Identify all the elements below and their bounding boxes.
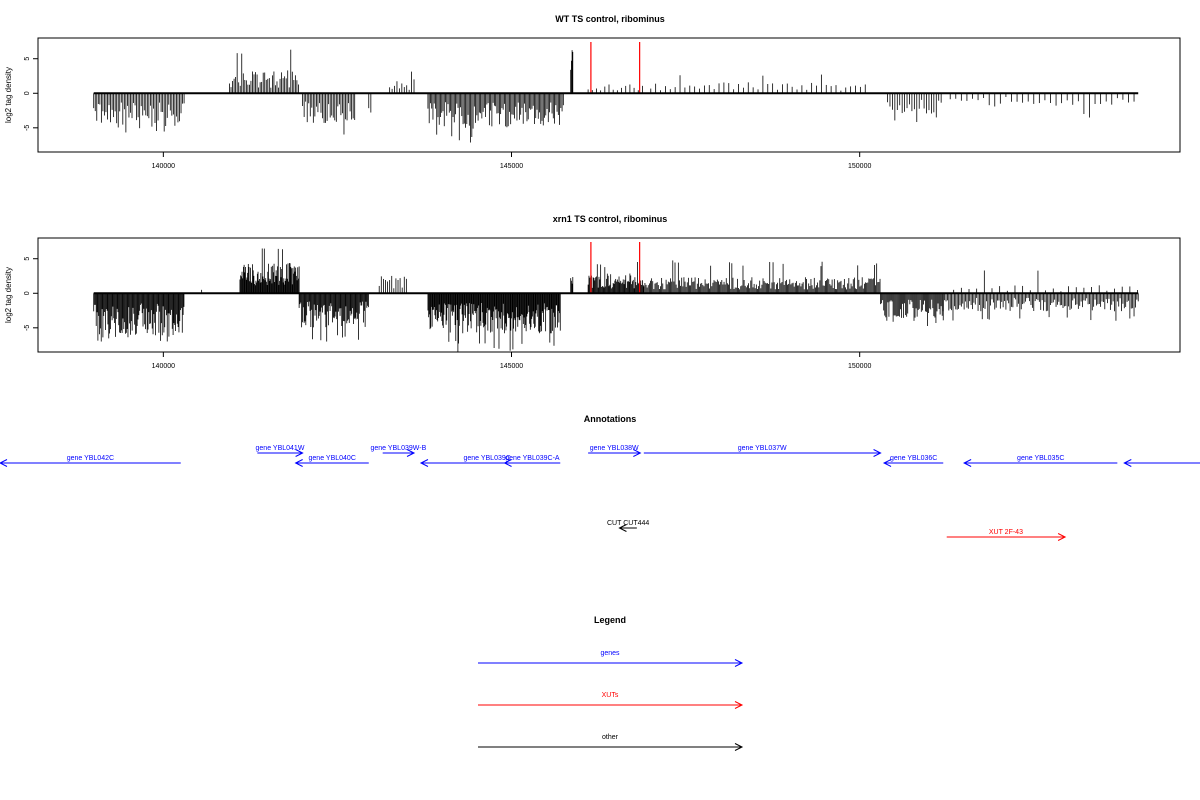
feature-cut-cut444: CUT CUT444 bbox=[607, 520, 649, 532]
feature-label: gene YBL041W bbox=[256, 445, 305, 452]
feature-arrowhead bbox=[963, 459, 972, 467]
feature-gene-ybl036c: gene YBL036C bbox=[882, 455, 944, 467]
legend-item-other: other bbox=[478, 734, 744, 751]
feature-label: gene YBL042C bbox=[67, 455, 114, 462]
feature-label: XUT 2F-43 bbox=[989, 529, 1023, 536]
feature-gene-ybl037w: gene YBL037W bbox=[643, 445, 882, 457]
feature-xut-2f-43: XUT 2F-43 bbox=[946, 529, 1067, 541]
wt-y-axis: -5 0 5 bbox=[24, 57, 38, 131]
feature-arrowhead bbox=[618, 524, 627, 532]
xrn1-x-axis: 140000 145000 150000 bbox=[152, 352, 871, 370]
xrn1-x-tick-label: 140000 bbox=[152, 363, 175, 370]
legend-label: other bbox=[602, 734, 619, 741]
feature-label: gene YBL036C bbox=[890, 455, 937, 462]
wt-x-axis: 140000 145000 150000 bbox=[152, 152, 871, 170]
feature-gene-ybl039c-a: gene YBL039C-A bbox=[503, 455, 561, 467]
feature-label: gene YBL035C bbox=[1017, 455, 1064, 462]
wt-y-tick-label: 5 bbox=[24, 57, 31, 61]
wt-y-tick-label: 0 bbox=[24, 91, 31, 95]
wt-x-tick-label: 150000 bbox=[848, 163, 871, 170]
wt-panel-title: WT TS control, ribominus bbox=[555, 14, 665, 24]
legend-arrowhead bbox=[734, 701, 744, 709]
feature-label: gene YBL039W-B bbox=[370, 445, 426, 452]
feature-arrowhead bbox=[294, 459, 303, 467]
feature-arrowhead bbox=[1057, 533, 1067, 541]
feature-label: gene YBL037W bbox=[738, 445, 787, 452]
xrn1-y-tick-label: -5 bbox=[24, 325, 31, 331]
xrn1-marker-lines bbox=[590, 242, 641, 294]
xrn1-x-tick-label: 150000 bbox=[848, 363, 871, 370]
feature-arrowhead bbox=[873, 449, 882, 457]
wt-y-axis-label: log2 tag density bbox=[4, 67, 13, 123]
feature-arrowhead bbox=[503, 459, 512, 467]
legend-items: genes XUTs other bbox=[478, 650, 744, 751]
feature-arrowhead bbox=[406, 449, 416, 457]
xrn1-x-tick-label: 145000 bbox=[500, 363, 523, 370]
feature-gene-ybl039w-b: gene YBL039W-B bbox=[370, 445, 427, 457]
xrn1-y-axis-label: log2 tag density bbox=[4, 267, 13, 323]
feature-gene-ybl042c: gene YBL042C bbox=[0, 455, 181, 467]
feature-gene-ybl041w: gene YBL041W bbox=[256, 445, 305, 457]
feature-arrowhead bbox=[882, 459, 892, 467]
legend-item-genes: genes bbox=[478, 650, 744, 667]
xrn1-y-tick-label: 0 bbox=[24, 291, 31, 295]
feature-gene-ybl038w: gene YBL038W bbox=[588, 445, 642, 457]
wt-x-tick-label: 140000 bbox=[152, 163, 175, 170]
wt-plot-frame bbox=[37, 37, 1181, 153]
legend-arrowhead bbox=[734, 659, 744, 667]
feature-unlabeled bbox=[1123, 459, 1200, 467]
legend-label: genes bbox=[600, 650, 620, 657]
xrn1-density-bars bbox=[93, 248, 1139, 352]
xrn1-y-axis: -5 0 5 bbox=[24, 257, 38, 331]
feature-arrowhead bbox=[295, 449, 304, 457]
feature-gene-ybl035c: gene YBL035C bbox=[963, 455, 1118, 467]
feature-label: gene YBL039C bbox=[463, 455, 510, 462]
wt-x-tick-label: 145000 bbox=[500, 163, 523, 170]
feature-label: gene YBL040C bbox=[309, 455, 356, 462]
feature-label: gene YBL039C-A bbox=[505, 455, 560, 462]
legend-arrowhead bbox=[734, 743, 744, 751]
legend-item-xuts: XUTs bbox=[478, 692, 744, 709]
wt-density-panel: WT TS control, ribominus log2 tag densit… bbox=[4, 14, 1181, 170]
xrn1-panel-title: xrn1 TS control, ribominus bbox=[553, 214, 668, 224]
feature-label: gene YBL038W bbox=[590, 445, 639, 452]
annotations-title: Annotations bbox=[584, 414, 637, 424]
wt-y-tick-label: -5 bbox=[24, 125, 31, 131]
feature-arrowhead bbox=[419, 459, 429, 467]
feature-gene-ybl040c: gene YBL040C bbox=[294, 455, 369, 467]
xrn1-density-panel: xrn1 TS control, ribominus log2 tag dens… bbox=[4, 214, 1181, 370]
feature-arrowhead bbox=[0, 459, 8, 467]
annotation-features: gene YBL042C gene YBL041W gene YBL040C gene… bbox=[0, 445, 1200, 541]
xrn1-plot-frame bbox=[37, 237, 1181, 353]
wt-marker-lines bbox=[590, 42, 641, 94]
legend-title: Legend bbox=[594, 615, 626, 625]
feature-arrowhead bbox=[633, 449, 642, 457]
legend-label: XUTs bbox=[602, 692, 619, 699]
feature-label: CUT CUT444 bbox=[607, 520, 649, 527]
xrn1-y-tick-label: 5 bbox=[24, 257, 31, 261]
feature-arrowhead bbox=[1123, 459, 1132, 467]
legend: Legend genes XUTs other bbox=[478, 615, 744, 751]
